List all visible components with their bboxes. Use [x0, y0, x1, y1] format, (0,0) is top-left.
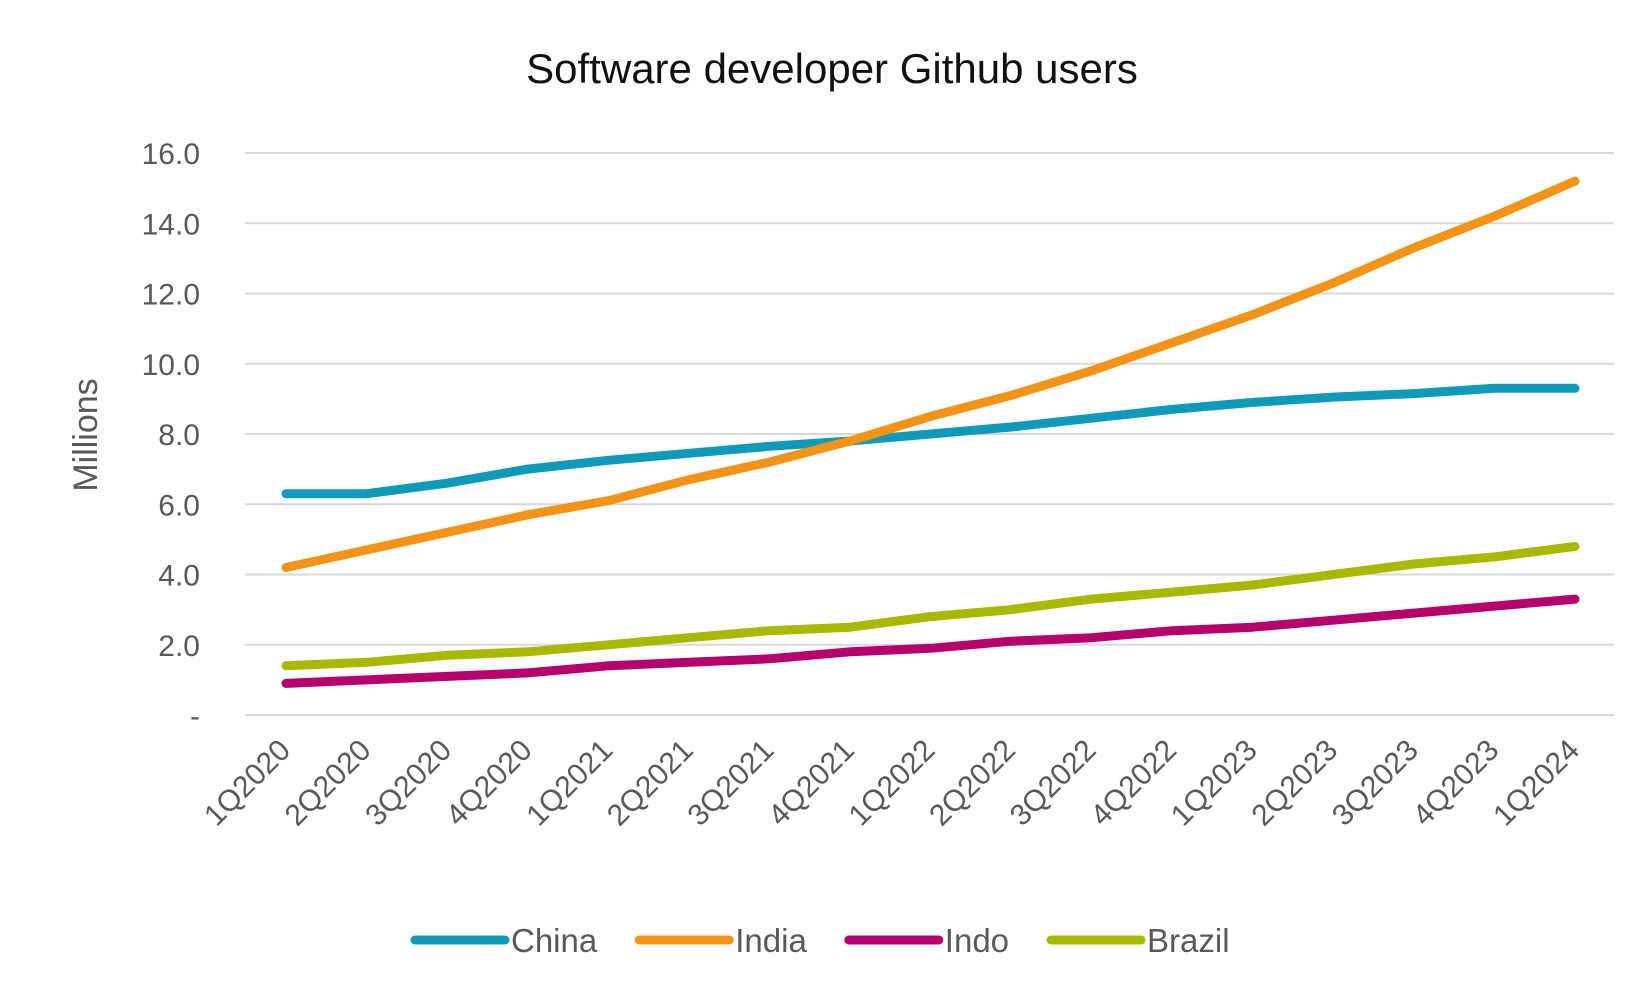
x-tick-label: 1Q2021 [520, 734, 619, 833]
x-tick-label: 3Q2022 [1004, 734, 1103, 833]
y-tick-label: 12.0 [142, 279, 200, 312]
legend: China India Indo Brazil [410, 922, 1230, 959]
x-axis-ticks: 1Q20202Q20203Q20204Q20201Q20212Q20213Q20… [198, 734, 1586, 833]
y-tick-label: 4.0 [158, 560, 200, 593]
x-tick-label: 4Q2021 [762, 734, 861, 833]
x-tick-label: 4Q2023 [1407, 734, 1506, 833]
series-line-india [281, 176, 1580, 572]
y-tick-label: 8.0 [158, 419, 200, 452]
y-tick-label: 2.0 [158, 630, 200, 663]
x-tick-label: 4Q2020 [440, 734, 539, 833]
legend-label: Brazil [1147, 922, 1230, 959]
chart-title: Software developer Github users [526, 45, 1138, 92]
series-line-brazil [281, 541, 1580, 671]
legend-label: Indo [945, 922, 1009, 959]
x-tick-label: 2Q2023 [1245, 734, 1344, 833]
legend-label: China [511, 922, 598, 959]
x-tick-label: 2Q2022 [923, 734, 1022, 833]
y-tick-label: - [190, 700, 200, 733]
y-axis-title: Millions [67, 378, 105, 491]
x-tick-label: 1Q2022 [843, 734, 942, 833]
legend-item-indo: Indo [844, 922, 1009, 959]
x-tick-label: 4Q2022 [1084, 734, 1183, 833]
legend-label: India [735, 922, 807, 959]
legend-item-china: China [410, 922, 598, 959]
y-tick-label: 10.0 [142, 349, 200, 382]
y-axis-ticks: - 2.0 4.0 6.0 8.0 10.0 12.0 14.0 16.0 [142, 138, 200, 733]
x-tick-label: 2Q2021 [601, 734, 700, 833]
x-tick-label: 1Q2020 [198, 734, 297, 833]
x-tick-label: 3Q2021 [681, 734, 780, 833]
legend-item-india: India [634, 922, 807, 959]
series-line-china [281, 383, 1580, 499]
legend-item-brazil: Brazil [1046, 922, 1230, 959]
series-line-indo [281, 594, 1580, 688]
series-lines [281, 176, 1580, 688]
x-tick-label: 1Q2024 [1487, 734, 1586, 833]
y-tick-label: 6.0 [158, 489, 200, 522]
x-tick-label: 3Q2023 [1326, 734, 1425, 833]
y-tick-label: 16.0 [142, 138, 200, 171]
x-tick-label: 1Q2023 [1165, 734, 1264, 833]
x-tick-label: 2Q2020 [279, 734, 378, 833]
x-tick-label: 3Q2020 [359, 734, 458, 833]
y-tick-label: 14.0 [142, 208, 200, 241]
